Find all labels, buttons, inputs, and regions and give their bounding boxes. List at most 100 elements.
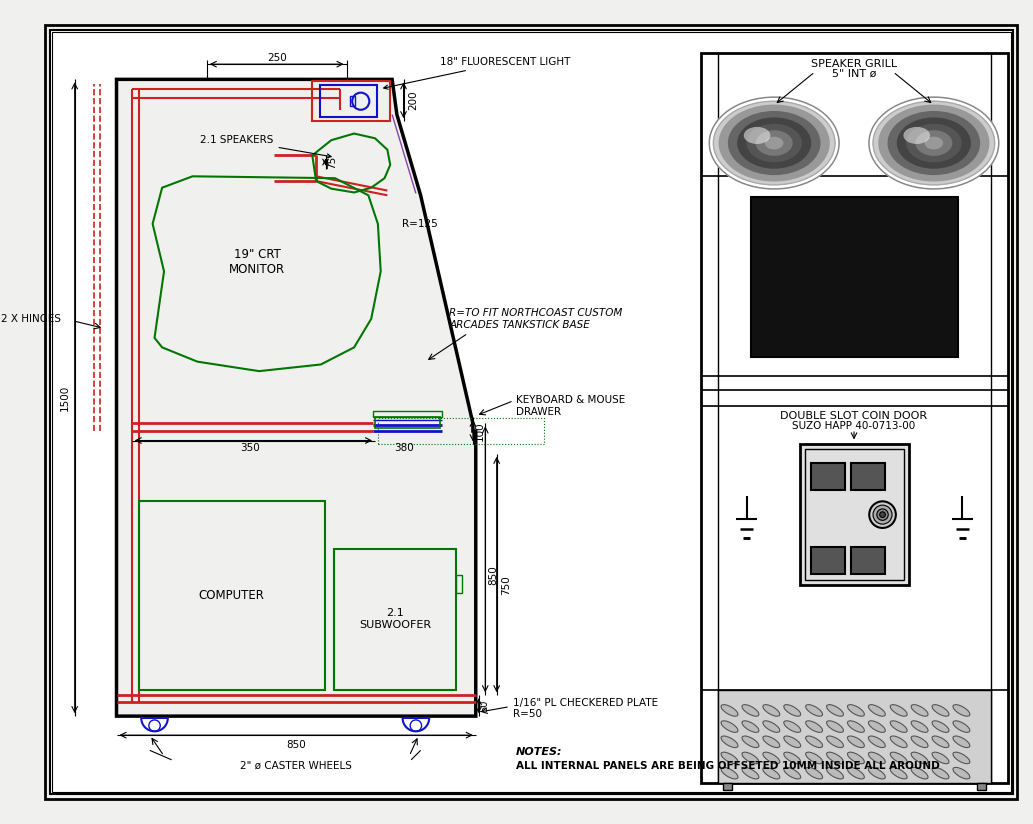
- Bar: [312, 82, 390, 121]
- Ellipse shape: [826, 705, 844, 716]
- Text: 50: 50: [479, 700, 490, 712]
- Text: R=125: R=125: [402, 219, 437, 229]
- Text: 350: 350: [240, 443, 259, 453]
- Bar: [375, 417, 440, 428]
- Ellipse shape: [721, 736, 738, 747]
- Ellipse shape: [911, 736, 928, 747]
- Circle shape: [869, 501, 896, 528]
- Text: SPEAKER GRILL: SPEAKER GRILL: [811, 59, 897, 69]
- Ellipse shape: [721, 767, 738, 779]
- Ellipse shape: [887, 111, 980, 176]
- Ellipse shape: [904, 127, 930, 144]
- Ellipse shape: [932, 767, 949, 779]
- Ellipse shape: [738, 117, 811, 169]
- Ellipse shape: [744, 127, 771, 144]
- Ellipse shape: [721, 721, 738, 733]
- Text: 2.1 SPEAKERS: 2.1 SPEAKERS: [200, 135, 332, 158]
- Text: 750: 750: [501, 575, 511, 595]
- Ellipse shape: [826, 721, 844, 733]
- Bar: [320, 85, 377, 117]
- Ellipse shape: [847, 767, 865, 779]
- Bar: [350, 96, 355, 106]
- Ellipse shape: [709, 96, 840, 190]
- Bar: [800, 444, 909, 585]
- Ellipse shape: [869, 752, 885, 764]
- Text: ALL INTERNAL PANELS ARE BEING OFFSETED 10MM INSIDE ALL AROUND: ALL INTERNAL PANELS ARE BEING OFFSETED 1…: [515, 761, 939, 770]
- Bar: [373, 411, 441, 417]
- Bar: [456, 575, 462, 592]
- Text: COMPUTER: COMPUTER: [198, 589, 264, 602]
- Circle shape: [880, 512, 885, 517]
- Ellipse shape: [742, 721, 759, 733]
- Text: 2" ø CASTER WHEELS: 2" ø CASTER WHEELS: [241, 761, 352, 770]
- Ellipse shape: [763, 736, 780, 747]
- Text: 100: 100: [474, 421, 484, 441]
- Ellipse shape: [897, 117, 971, 169]
- Ellipse shape: [756, 130, 792, 156]
- Text: R=TO FIT NORTHCOAST CUSTOM
ARCADES TANKSTICK BASE: R=TO FIT NORTHCOAST CUSTOM ARCADES TANKS…: [449, 308, 623, 330]
- Bar: [378, 418, 544, 444]
- Ellipse shape: [721, 752, 738, 764]
- Ellipse shape: [872, 101, 996, 185]
- Ellipse shape: [728, 111, 820, 176]
- Ellipse shape: [911, 767, 928, 779]
- Ellipse shape: [953, 767, 970, 779]
- Ellipse shape: [932, 752, 949, 764]
- Ellipse shape: [890, 705, 907, 716]
- Ellipse shape: [953, 705, 970, 716]
- Ellipse shape: [890, 721, 907, 733]
- Ellipse shape: [869, 736, 885, 747]
- Ellipse shape: [911, 705, 928, 716]
- Bar: [805, 449, 905, 580]
- Ellipse shape: [763, 767, 780, 779]
- Ellipse shape: [763, 752, 780, 764]
- Ellipse shape: [826, 767, 844, 779]
- Ellipse shape: [847, 721, 865, 733]
- Bar: [976, 783, 987, 790]
- Polygon shape: [117, 79, 476, 716]
- Ellipse shape: [869, 721, 885, 733]
- Bar: [751, 197, 958, 357]
- Bar: [701, 53, 1008, 783]
- Ellipse shape: [719, 105, 829, 181]
- Text: 18" FLUORESCENT LIGHT: 18" FLUORESCENT LIGHT: [383, 57, 570, 89]
- Ellipse shape: [915, 130, 952, 156]
- Ellipse shape: [784, 705, 801, 716]
- Ellipse shape: [764, 137, 783, 149]
- Ellipse shape: [906, 124, 962, 162]
- Ellipse shape: [747, 124, 802, 162]
- Ellipse shape: [713, 101, 836, 185]
- Ellipse shape: [806, 721, 822, 733]
- Text: 2.1
SUBWOOFER: 2.1 SUBWOOFER: [358, 608, 431, 630]
- Text: 250: 250: [268, 53, 287, 63]
- Text: 1500: 1500: [60, 385, 70, 411]
- Ellipse shape: [932, 736, 949, 747]
- Ellipse shape: [784, 752, 801, 764]
- Bar: [718, 690, 991, 783]
- Ellipse shape: [925, 137, 943, 149]
- Ellipse shape: [784, 721, 801, 733]
- Bar: [851, 547, 885, 574]
- Ellipse shape: [890, 752, 907, 764]
- Ellipse shape: [784, 767, 801, 779]
- Text: 1/16" PL CHECKERED PLATE
R=50: 1/16" PL CHECKERED PLATE R=50: [512, 698, 658, 719]
- Ellipse shape: [742, 736, 759, 747]
- Bar: [723, 783, 732, 790]
- Ellipse shape: [911, 721, 928, 733]
- Text: 75: 75: [327, 156, 337, 169]
- Text: 380: 380: [395, 443, 414, 453]
- Ellipse shape: [847, 752, 865, 764]
- Ellipse shape: [911, 752, 928, 764]
- Ellipse shape: [953, 736, 970, 747]
- Ellipse shape: [878, 105, 990, 181]
- Ellipse shape: [932, 721, 949, 733]
- Text: SUZO HAPP 40-0713-00: SUZO HAPP 40-0713-00: [792, 421, 915, 431]
- Ellipse shape: [806, 752, 822, 764]
- Text: 850: 850: [488, 565, 498, 585]
- Text: 19" CRT
MONITOR: 19" CRT MONITOR: [229, 248, 285, 276]
- Ellipse shape: [869, 96, 1000, 190]
- Ellipse shape: [742, 767, 759, 779]
- Circle shape: [873, 505, 893, 524]
- Ellipse shape: [953, 721, 970, 733]
- Ellipse shape: [847, 705, 865, 716]
